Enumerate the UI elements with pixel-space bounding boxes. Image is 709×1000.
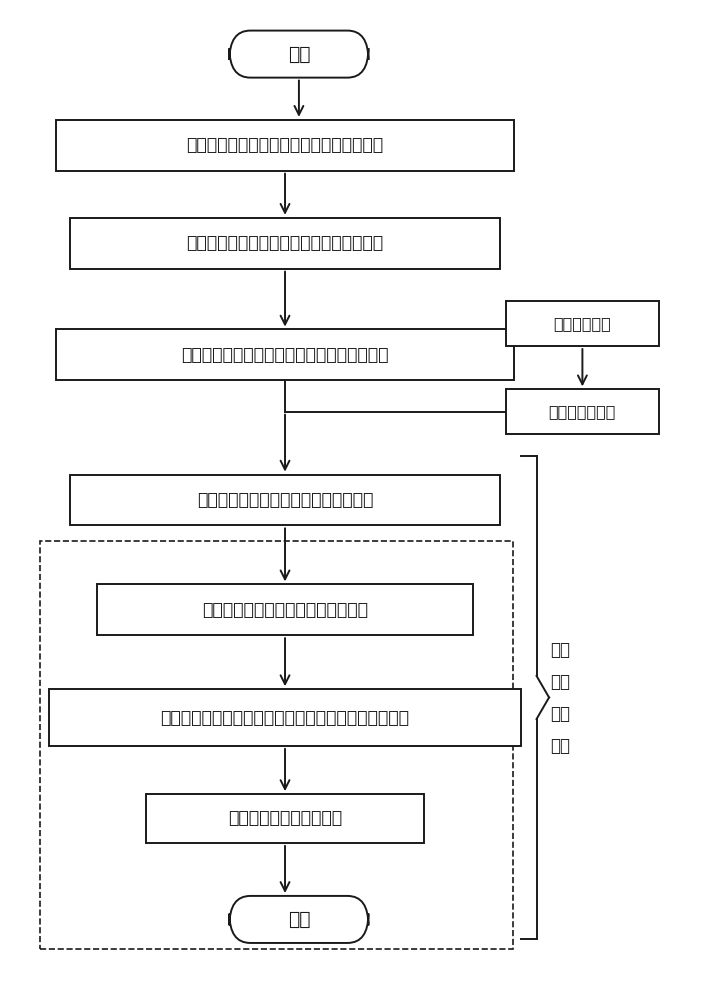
Text: 求解
目标
位置
向量: 求解 目标 位置 向量: [550, 641, 571, 755]
Bar: [56, 329, 514, 380]
Text: 先验信息获取: 先验信息获取: [554, 316, 611, 331]
Text: 结合先验信息对量测方程进行变形处理: 结合先验信息对量测方程进行变形处理: [197, 491, 373, 509]
Bar: [49, 689, 521, 746]
Bar: [40, 541, 513, 949]
Text: 根据量测信息与接收站位置坐标建立量测方程: 根据量测信息与接收站位置坐标建立量测方程: [182, 346, 389, 364]
Text: 对方程一次求解，求得含参坐标向量: 对方程一次求解，求得含参坐标向量: [202, 601, 368, 619]
Text: 结束: 结束: [288, 910, 310, 929]
Text: 将含参坐标向量回带到最初量测方程定义式，求解参数: 将含参坐标向量回带到最初量测方程定义式，求解参数: [160, 709, 410, 727]
Bar: [69, 475, 501, 525]
FancyBboxPatch shape: [230, 896, 369, 943]
Text: 先验信息预处理: 先验信息预处理: [549, 404, 616, 419]
Bar: [56, 120, 514, 171]
Bar: [146, 794, 424, 843]
Bar: [69, 218, 501, 269]
Text: 开始: 开始: [288, 45, 310, 64]
Bar: [506, 389, 659, 434]
Text: 获得目标位置向量估计値: 获得目标位置向量估计値: [228, 810, 342, 828]
Text: 将接收站位置信息转化到地心地固坐标系下: 将接收站位置信息转化到地心地固坐标系下: [186, 234, 384, 252]
FancyBboxPatch shape: [230, 31, 369, 78]
Text: 获取量测信息和接收站位置信息（经纬高）: 获取量测信息和接收站位置信息（经纬高）: [186, 136, 384, 154]
Bar: [506, 301, 659, 346]
Bar: [97, 584, 473, 635]
